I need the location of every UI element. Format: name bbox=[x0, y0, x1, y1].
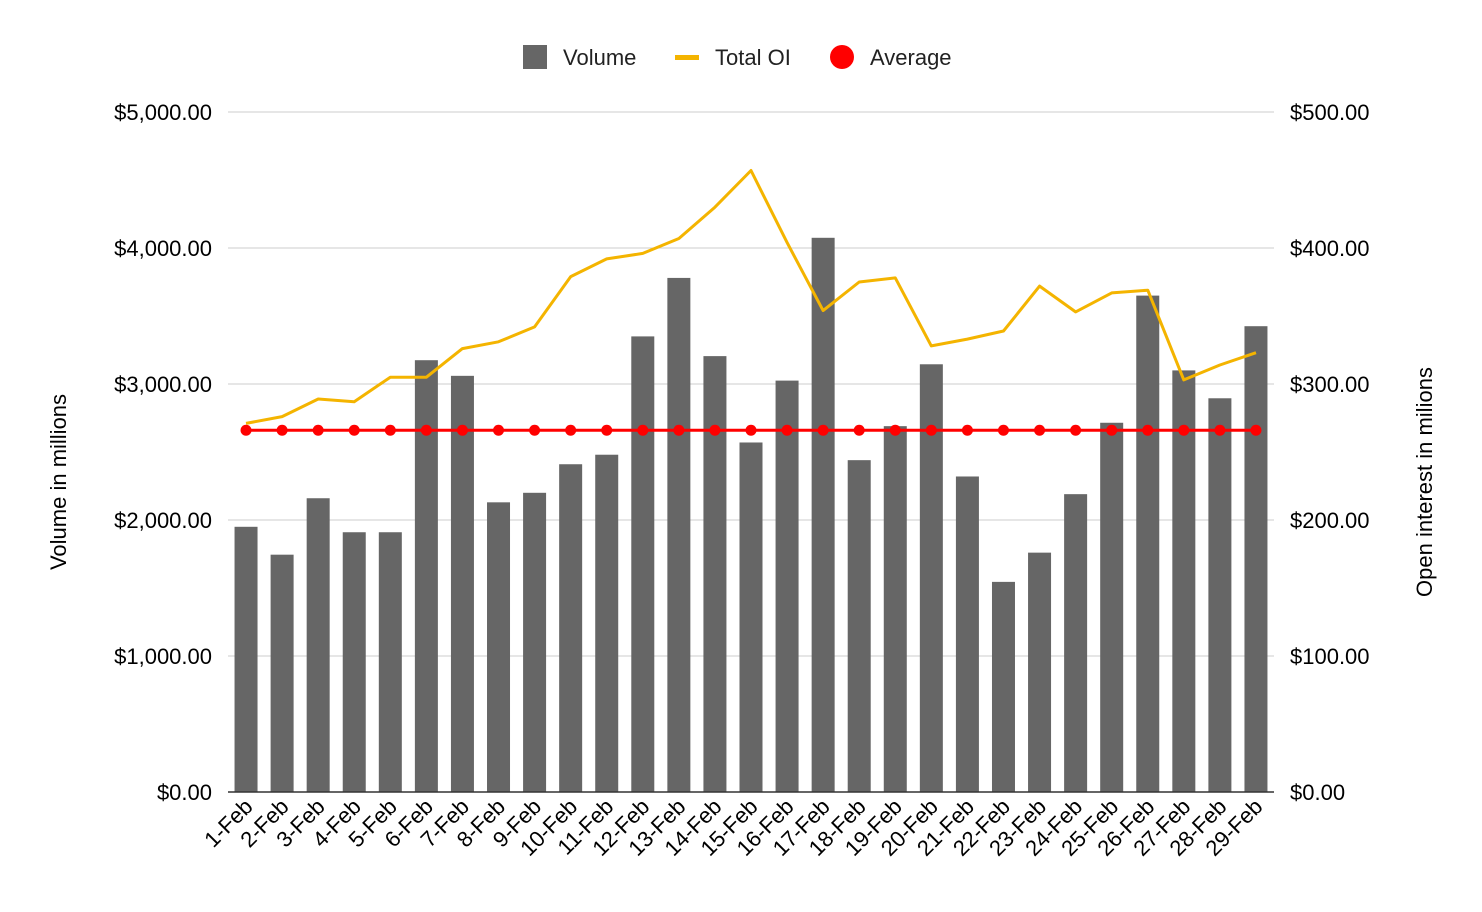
volume-bar bbox=[414, 360, 438, 792]
volume-bar bbox=[775, 380, 799, 792]
volume-bar bbox=[234, 526, 258, 792]
y-right-tick-label: $100.00 bbox=[1290, 644, 1370, 669]
average-point bbox=[1214, 424, 1226, 436]
average-point bbox=[745, 424, 757, 436]
volume-bar bbox=[450, 375, 474, 792]
average-point bbox=[1250, 424, 1262, 436]
volume-bar bbox=[1208, 398, 1232, 792]
volume-bar bbox=[306, 498, 330, 792]
average-point bbox=[493, 424, 505, 436]
average-point bbox=[997, 424, 1009, 436]
volume-bar bbox=[270, 554, 294, 792]
y-right-tick-label: $500.00 bbox=[1290, 100, 1370, 125]
volume-bar bbox=[955, 476, 979, 792]
average-point bbox=[312, 424, 324, 436]
y-left-tick-label: $2,000.00 bbox=[114, 508, 212, 533]
volume-bar bbox=[811, 237, 835, 793]
volume-bar bbox=[1172, 370, 1196, 792]
volume-bar bbox=[523, 492, 547, 792]
average-point bbox=[420, 424, 432, 436]
average-point bbox=[1034, 424, 1046, 436]
volume-bar bbox=[883, 426, 907, 792]
average-point bbox=[456, 424, 468, 436]
average-point bbox=[529, 424, 541, 436]
y-left-axis-title: Volume in millions bbox=[46, 394, 71, 570]
y-right-axis-title: Open interest in milions bbox=[1412, 367, 1437, 597]
average-point bbox=[1106, 424, 1118, 436]
total-oi-line bbox=[245, 169, 1257, 425]
y-right-tick-label: $200.00 bbox=[1290, 508, 1370, 533]
average-point bbox=[601, 424, 613, 436]
lines bbox=[240, 169, 1262, 436]
legend: Volume Total OI Average bbox=[523, 45, 952, 70]
legend-label-volume: Volume bbox=[563, 45, 636, 70]
average-point bbox=[1070, 424, 1082, 436]
average-point bbox=[384, 424, 396, 436]
average-point bbox=[673, 424, 685, 436]
average-point bbox=[781, 424, 793, 436]
volume-bar bbox=[703, 356, 727, 792]
average-point bbox=[925, 424, 937, 436]
average-point bbox=[276, 424, 288, 436]
volume-bar bbox=[847, 460, 871, 792]
volume-bar bbox=[631, 336, 655, 792]
average-point bbox=[817, 424, 829, 436]
volume-bar bbox=[1244, 326, 1268, 792]
average-point bbox=[961, 424, 973, 436]
volume-bar bbox=[919, 364, 943, 792]
gridlines bbox=[228, 111, 1274, 657]
y-left-tick-label: $1,000.00 bbox=[114, 644, 212, 669]
volume-bar bbox=[1100, 422, 1124, 792]
legend-label-total-oi: Total OI bbox=[715, 45, 791, 70]
legend-label-average: Average bbox=[870, 45, 952, 70]
y-right-tick-label: $300.00 bbox=[1290, 372, 1370, 397]
average-point bbox=[889, 424, 901, 436]
volume-bar bbox=[1136, 295, 1160, 792]
average-point bbox=[565, 424, 577, 436]
volume-bar bbox=[739, 442, 763, 792]
volume-bar bbox=[378, 532, 402, 792]
volume-bar bbox=[667, 277, 691, 792]
y-left-tick-label: $4,000.00 bbox=[114, 236, 212, 261]
average-point bbox=[637, 424, 649, 436]
average-point bbox=[1178, 424, 1190, 436]
legend-swatch-average bbox=[830, 45, 854, 69]
volume-bar bbox=[487, 502, 511, 792]
average-point bbox=[709, 424, 721, 436]
volume-bars bbox=[234, 237, 1268, 793]
y-right-tick-label: $400.00 bbox=[1290, 236, 1370, 261]
volume-bar bbox=[342, 532, 366, 792]
legend-swatch-total-oi bbox=[675, 55, 699, 60]
average-point bbox=[240, 424, 252, 436]
volume-bar bbox=[991, 581, 1015, 792]
average-point bbox=[1142, 424, 1154, 436]
legend-swatch-volume bbox=[523, 45, 547, 69]
volume-bar bbox=[1064, 494, 1088, 792]
y-left-tick-label: $3,000.00 bbox=[114, 372, 212, 397]
average-point bbox=[348, 424, 360, 436]
volume-bar bbox=[595, 454, 619, 792]
y-left-tick-label: $0.00 bbox=[157, 780, 212, 805]
y-right-tick-label: $0.00 bbox=[1290, 780, 1345, 805]
y-left-tick-label: $5,000.00 bbox=[114, 100, 212, 125]
volume-bar bbox=[559, 464, 583, 792]
average-point bbox=[853, 424, 865, 436]
volume-bar bbox=[1028, 552, 1052, 792]
